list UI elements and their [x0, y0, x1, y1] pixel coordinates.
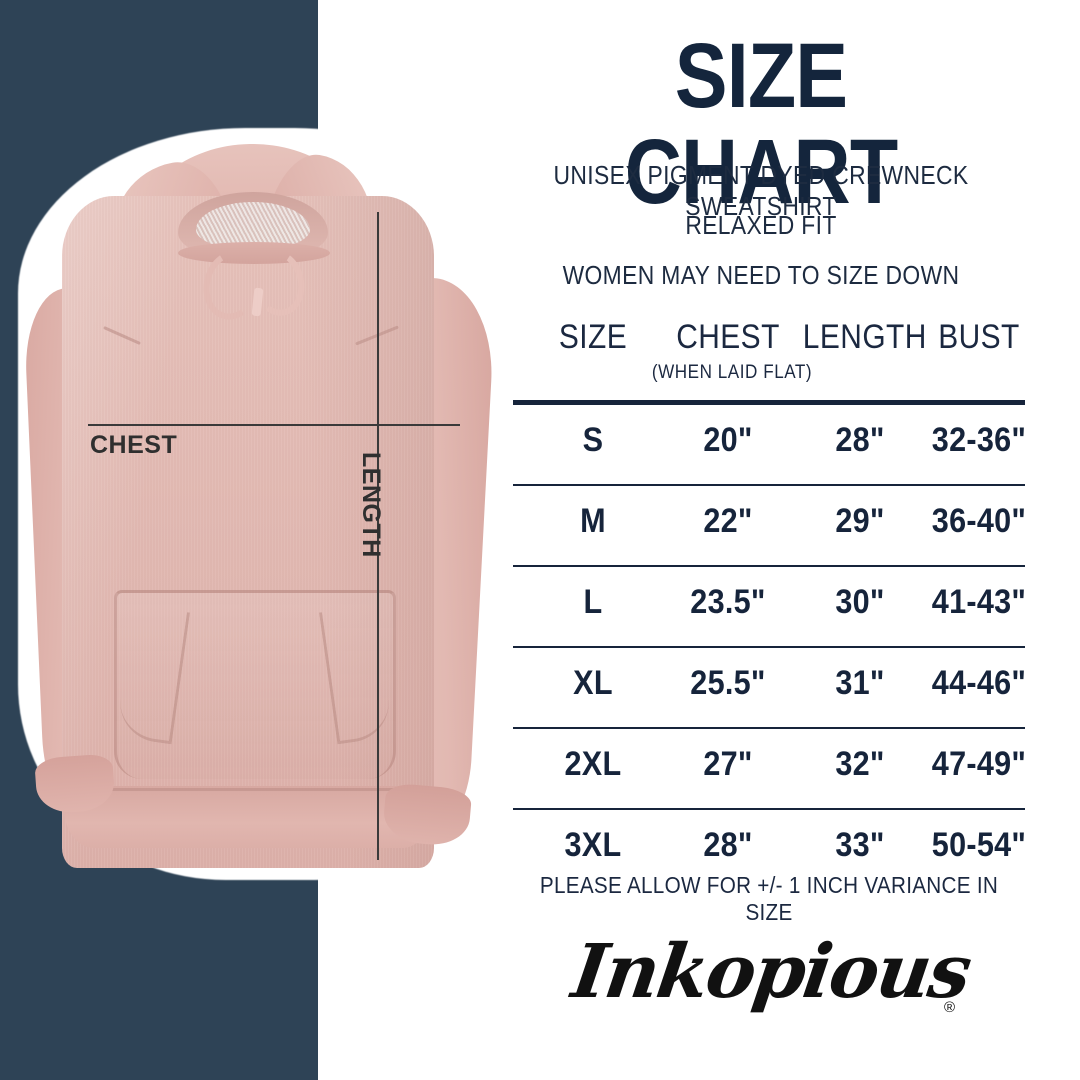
table-row: XL 25.5" 31" 44-46" [513, 646, 1026, 727]
ribbed-hem [64, 786, 432, 848]
size-table: SIZE CHEST LENGTH BUST (WHEN LAID FLAT) … [513, 318, 1026, 864]
cell-length: 29" [835, 502, 885, 540]
table-row: M 22" 29" 36-40" [513, 484, 1026, 565]
column-note-when-laid-flat: (WHEN LAID FLAT) [651, 362, 813, 383]
cell-chest: 20" [703, 421, 753, 459]
hood-lining [196, 202, 310, 250]
length-measurement-line [377, 212, 379, 860]
registered-trademark-icon: ® [943, 999, 955, 1016]
neck-band [178, 242, 330, 264]
cell-bust: 50-54" [931, 826, 1027, 864]
cell-size: M [580, 502, 606, 540]
cell-length: 30" [835, 583, 885, 621]
length-measurement-label: LENGTH [357, 452, 385, 558]
subtitle-sizing-advice: WOMEN MAY NEED TO SIZE DOWN [562, 260, 960, 290]
page-title: SIZE CHART [624, 25, 898, 223]
chest-measurement-line [88, 424, 460, 426]
kangaroo-pocket [114, 590, 396, 779]
cell-size: 2XL [564, 745, 622, 783]
table-row: 2XL 27" 32" 47-49" [513, 727, 1026, 808]
cell-size: L [583, 583, 603, 621]
cell-length: 28" [835, 421, 885, 459]
cell-chest: 27" [703, 745, 753, 783]
column-header-bust: BUST [938, 318, 1020, 356]
variance-note: PLEASE ALLOW FOR +/- 1 INCH VARIANCE IN … [539, 872, 999, 925]
table-row: L 23.5" 30" 41-43" [513, 565, 1026, 646]
cell-size: XL [573, 664, 613, 702]
cell-length: 33" [835, 826, 885, 864]
cell-length: 32" [835, 745, 885, 783]
cell-chest: 23.5" [690, 583, 766, 621]
cell-size: 3XL [564, 826, 622, 864]
table-top-rule [513, 400, 1025, 405]
cell-bust: 47-49" [931, 745, 1027, 783]
cell-bust: 44-46" [931, 664, 1027, 702]
column-header-length: LENGTH [802, 318, 927, 356]
product-photo: CHEST LENGTH [0, 0, 530, 1080]
column-header-chest: CHEST [676, 318, 780, 356]
brand-logo: Inkopious ® [541, 918, 1001, 1038]
brand-wordmark: Inkopious [567, 929, 975, 1015]
cell-chest: 22" [703, 502, 753, 540]
subtitle-fit: RELAXED FIT [685, 210, 837, 240]
cell-chest: 25.5" [690, 664, 766, 702]
chest-measurement-label: CHEST [90, 431, 178, 459]
table-body: S 20" 28" 32-36" M 22" 29" 36-40" L 23.5… [513, 405, 1026, 889]
cell-size: S [582, 421, 604, 459]
table-header-row: SIZE CHEST LENGTH BUST (WHEN LAID FLAT) [513, 318, 1025, 383]
cell-bust: 36-40" [931, 502, 1027, 540]
table-row: S 20" 28" 32-36" [513, 405, 1026, 484]
column-header-size: SIZE [558, 318, 628, 356]
hem-seam [68, 788, 428, 791]
subtitle-product: UNISEX PIGMENT DYED CREWNECK SWEATSHIRT [553, 160, 969, 221]
cell-bust: 41-43" [931, 583, 1027, 621]
cell-chest: 28" [703, 826, 753, 864]
table-row: 3XL 28" 33" 50-54" [513, 808, 1026, 889]
sweatshirt-illustration [22, 138, 502, 870]
info-column: SIZE CHART UNISEX PIGMENT DYED CREWNECK … [505, 0, 1080, 1080]
cell-length: 31" [835, 664, 885, 702]
cell-bust: 32-36" [931, 421, 1027, 459]
